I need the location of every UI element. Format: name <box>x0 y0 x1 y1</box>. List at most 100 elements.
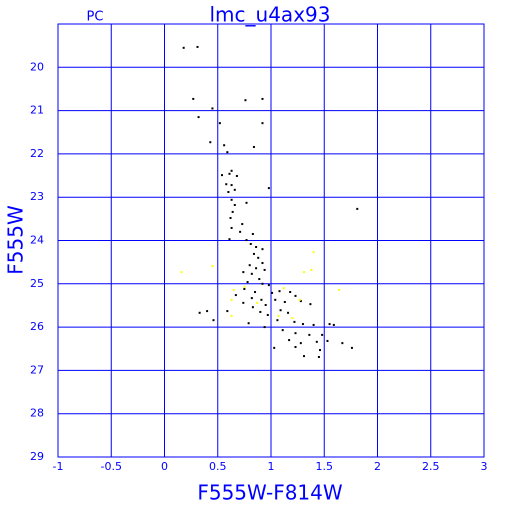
x-tick-label: 2.5 <box>422 460 440 473</box>
point <box>212 319 215 322</box>
point <box>338 288 341 291</box>
point <box>255 267 258 270</box>
x-tick-label: 1 <box>268 460 275 473</box>
point <box>233 188 236 191</box>
point <box>198 311 201 314</box>
y-tick-label: 22 <box>30 147 44 160</box>
point <box>294 346 297 349</box>
point <box>228 238 231 241</box>
point <box>244 99 247 102</box>
point <box>260 298 263 301</box>
point <box>251 306 254 309</box>
point <box>180 271 183 274</box>
x-tick-label: -0.5 <box>101 460 122 473</box>
x-tick-label: 2 <box>374 460 381 473</box>
point <box>282 287 285 290</box>
x-tick-label: 1.5 <box>316 460 334 473</box>
point <box>251 233 254 236</box>
point <box>230 298 233 301</box>
point <box>206 310 209 313</box>
point <box>315 340 318 343</box>
point <box>273 346 276 349</box>
y-tick-label: 25 <box>30 277 44 290</box>
point <box>274 298 277 301</box>
x-tick-label: 0.5 <box>209 460 227 473</box>
point <box>209 141 212 144</box>
point <box>234 294 237 297</box>
point <box>267 187 270 190</box>
point <box>299 300 302 303</box>
point <box>230 198 233 201</box>
point <box>291 317 294 320</box>
point <box>303 355 306 358</box>
point <box>197 116 200 119</box>
point <box>261 248 264 251</box>
point <box>252 252 255 255</box>
point <box>257 256 260 259</box>
point <box>308 333 311 336</box>
point <box>196 45 199 48</box>
point <box>230 169 233 172</box>
x-axis-label: F555W-F814W <box>197 481 343 505</box>
point <box>264 304 267 307</box>
point <box>281 329 284 332</box>
point <box>326 339 329 342</box>
point <box>229 216 232 219</box>
point <box>228 172 231 175</box>
point <box>243 285 246 288</box>
point <box>255 245 258 248</box>
point <box>258 278 261 281</box>
point <box>233 203 236 206</box>
point <box>312 251 315 254</box>
y-tick-label: 20 <box>30 60 44 73</box>
point <box>250 272 253 275</box>
point <box>221 174 224 177</box>
point <box>341 342 344 345</box>
point <box>332 323 335 326</box>
point <box>271 291 274 294</box>
point <box>356 207 359 210</box>
point <box>289 291 292 294</box>
point <box>182 46 185 49</box>
point <box>211 265 214 268</box>
point <box>293 320 296 323</box>
point <box>242 301 245 304</box>
point <box>246 281 249 284</box>
point <box>232 288 235 291</box>
point <box>247 322 250 325</box>
point <box>245 239 248 242</box>
point <box>312 323 315 326</box>
point <box>261 282 264 285</box>
point <box>318 349 321 352</box>
point <box>249 242 252 245</box>
point <box>211 107 214 110</box>
point <box>261 97 264 100</box>
y-tick-label: 26 <box>30 320 44 333</box>
y-tick-label: 28 <box>30 407 44 420</box>
y-axis-label: F555W <box>4 205 28 275</box>
point <box>252 145 255 148</box>
point <box>226 151 229 154</box>
point <box>310 268 313 271</box>
point <box>235 174 238 177</box>
point <box>309 303 312 306</box>
point <box>227 191 230 194</box>
point <box>248 264 251 267</box>
point <box>218 122 221 125</box>
point <box>263 326 266 329</box>
point <box>192 97 195 100</box>
point <box>321 333 324 336</box>
point <box>278 290 281 293</box>
y-tick-label: 21 <box>30 104 44 117</box>
point <box>239 230 242 233</box>
point <box>277 314 280 317</box>
point <box>256 301 259 304</box>
point <box>288 339 291 342</box>
point <box>299 342 302 345</box>
y-tick-label: 29 <box>30 450 44 463</box>
y-tick-label: 23 <box>30 190 44 203</box>
point <box>231 210 234 213</box>
point <box>241 223 244 226</box>
x-tick-label: 0 <box>161 460 168 473</box>
